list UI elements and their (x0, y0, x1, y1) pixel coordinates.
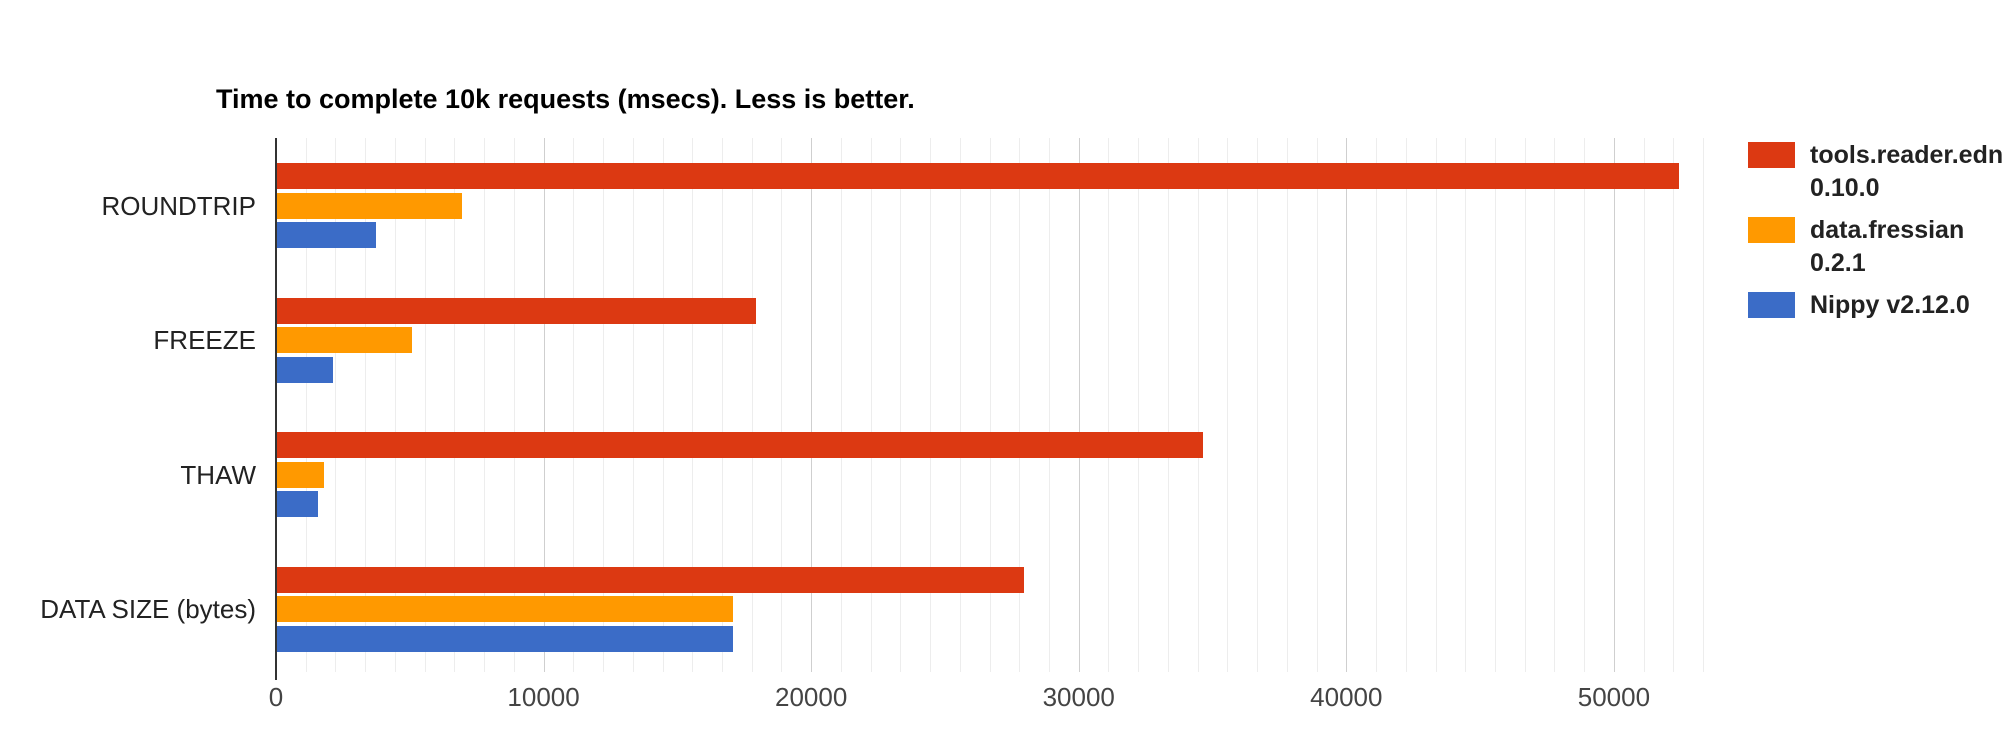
bar-roundtrip-s0 (277, 163, 1680, 189)
minor-gridline (1108, 138, 1110, 672)
x-axis-label: 20000 (775, 682, 848, 712)
legend-label: Nippy v2.12.0 (1810, 291, 1970, 319)
minor-gridline (305, 138, 307, 672)
minor-gridline (1019, 138, 1021, 672)
x-axis-label: 40000 (1310, 682, 1383, 712)
minor-gridline (930, 138, 932, 672)
minor-gridline (1227, 138, 1229, 672)
bar-freeze-s0 (277, 297, 756, 324)
legend-label: data.fressian 0.2.1 (1810, 216, 1965, 277)
minor-gridline (989, 138, 991, 672)
minor-gridline (1197, 138, 1199, 672)
minor-gridline (1465, 138, 1467, 672)
legend-swatch-icon (1748, 217, 1795, 243)
minor-gridline (840, 138, 842, 672)
minor-gridline (1286, 138, 1288, 672)
major-gridline (1613, 138, 1615, 672)
category-label: FREEZE (153, 325, 256, 355)
legend-swatch-icon (1748, 292, 1795, 318)
plot-area (275, 138, 1705, 680)
minor-gridline (513, 138, 515, 672)
minor-gridline (603, 138, 605, 672)
bar-data-size-bytes-s1 (277, 596, 733, 622)
axis-baseline (275, 138, 277, 680)
minor-gridline (1376, 138, 1378, 672)
bar-thaw-s2 (277, 491, 318, 517)
minor-gridline (1049, 138, 1050, 672)
minor-gridline (424, 138, 426, 672)
major-gridline (543, 138, 545, 672)
major-gridline (1346, 138, 1348, 672)
minor-gridline (365, 138, 367, 672)
minor-gridline (1703, 138, 1705, 672)
minor-gridline (335, 138, 337, 672)
legend-label: tools.reader.edn 0.10.0 (1810, 141, 2004, 202)
category-label: THAW (180, 459, 256, 490)
major-gridline (811, 138, 813, 672)
minor-gridline (1643, 138, 1645, 672)
legend: tools.reader.edn 0.10.0 data.fressian 0.2… (1748, 139, 2007, 331)
minor-gridline (1138, 138, 1140, 672)
x-axis-label: 30000 (1042, 682, 1115, 712)
minor-gridline (1257, 138, 1259, 672)
minor-gridline (751, 138, 753, 672)
minor-gridline (1494, 138, 1496, 672)
bar-thaw-s1 (277, 461, 325, 488)
legend-swatch-icon (1748, 142, 1795, 168)
x-axis-label: 0 (268, 682, 284, 712)
bar-data-size-bytes-s2 (277, 625, 733, 652)
minor-gridline (662, 138, 664, 672)
minor-gridline (1405, 138, 1407, 672)
minor-gridline (573, 138, 575, 672)
minor-gridline (394, 138, 396, 672)
bar-freeze-s2 (277, 356, 333, 383)
major-gridline (1078, 138, 1080, 672)
minor-gridline (900, 138, 902, 672)
legend-item: tools.reader.edn 0.10.0 (1748, 139, 2007, 205)
minor-gridline (721, 138, 723, 672)
minor-gridline (870, 138, 872, 672)
x-axis-label: 10000 (507, 682, 580, 712)
minor-gridline (632, 138, 634, 672)
minor-gridline (1584, 138, 1586, 672)
legend-item: Nippy v2.12.0 (1748, 289, 2007, 322)
minor-gridline (1524, 138, 1526, 672)
category-label: DATA SIZE (bytes) (40, 594, 256, 624)
minor-gridline (692, 138, 694, 672)
minor-gridline (1435, 138, 1437, 672)
chart-title: Time to complete 10k requests (msecs). L… (216, 84, 915, 114)
x-axis-label: 50000 (1577, 682, 1651, 712)
bar-roundtrip-s1 (277, 192, 463, 219)
minor-gridline (484, 138, 486, 672)
bar-freeze-s1 (277, 327, 413, 353)
bar-data-size-bytes-s0 (277, 566, 1024, 593)
bar-thaw-s0 (277, 432, 1203, 458)
bar-roundtrip-s2 (277, 222, 376, 248)
minor-gridline (1554, 138, 1556, 672)
legend-item: data.fressian 0.2.1 (1748, 214, 2007, 280)
minor-gridline (781, 138, 783, 672)
minor-gridline (1167, 138, 1169, 672)
category-label: ROUNDTRIP (101, 190, 256, 221)
minor-gridline (959, 138, 961, 672)
minor-gridline (1316, 138, 1318, 672)
minor-gridline (454, 138, 456, 672)
minor-gridline (1673, 138, 1675, 672)
